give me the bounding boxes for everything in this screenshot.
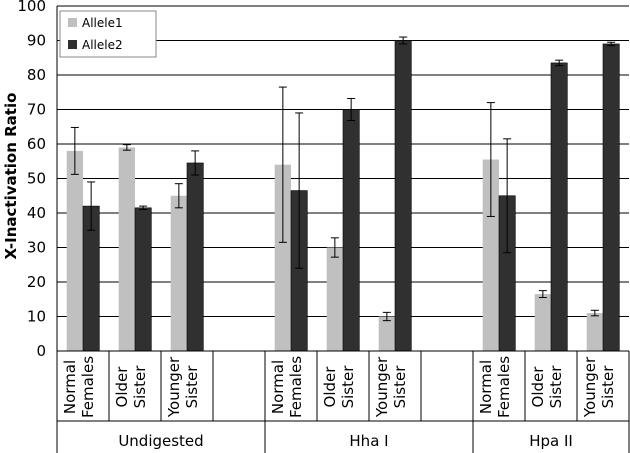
error-bars — [70, 36, 616, 322]
category-label: Normal — [477, 360, 495, 414]
y-tick-label: 10 — [27, 308, 46, 326]
y-tick-label: 0 — [36, 342, 46, 360]
category-label: Younger — [165, 356, 183, 418]
group-label: Hha I — [349, 432, 388, 450]
legend: Allele1 Allele2 — [59, 10, 157, 58]
category-label: Females — [495, 356, 513, 418]
bar-allele1-hha-i-younger-sister — [378, 316, 395, 351]
y-tick-label: 30 — [27, 239, 46, 257]
group-label: Hpa II — [529, 432, 573, 450]
category-label: Older — [321, 366, 339, 408]
bar-allele1-undigested-younger-sister — [170, 195, 187, 351]
category-label: Females — [79, 356, 97, 418]
y-tick-label: 100 — [17, 0, 46, 15]
category-label: Sister — [339, 365, 357, 409]
legend-swatch-allele2 — [68, 40, 77, 49]
bar-allele2-undigested-younger-sister — [186, 162, 204, 352]
bars — [66, 40, 620, 352]
group-label: Undigested — [118, 432, 203, 450]
y-axis-ticks: 0 10 20 30 40 50 60 70 80 90 100 — [17, 0, 46, 360]
category-label: Sister — [131, 365, 149, 409]
x-axis: Normal Females Older Sister Younger Sister Nor… — [56, 350, 630, 453]
category-label: Older — [529, 366, 547, 408]
bar-allele1-hpa-ii-normal-females — [482, 159, 499, 351]
y-tick-label: 50 — [27, 170, 46, 188]
bar-allele1-hpa-ii-younger-sister — [586, 313, 603, 351]
legend-swatch-allele1 — [68, 18, 77, 27]
category-label: Normal — [269, 360, 287, 414]
bar-allele2-hha-i-older-sister — [342, 109, 360, 352]
bar-allele1-hha-i-older-sister — [326, 247, 343, 351]
bar-allele1-hpa-ii-older-sister — [534, 294, 551, 351]
category-label: Older — [113, 366, 131, 408]
y-tick-label: 20 — [27, 273, 46, 291]
y-tick-label: 70 — [27, 101, 46, 119]
y-tick-label: 60 — [27, 135, 46, 153]
category-label: Normal — [61, 360, 79, 414]
category-label: Sister — [183, 365, 201, 409]
y-tick-label: 40 — [27, 204, 46, 222]
bar-allele2-hpa-ii-younger-sister — [602, 43, 620, 352]
category-label: Sister — [391, 365, 409, 409]
bar-allele1-hha-i-normal-females — [274, 164, 291, 351]
y-tick-label: 90 — [27, 32, 46, 50]
legend-label-allele1: Allele1 — [82, 16, 123, 30]
bar-allele1-undigested-older-sister — [118, 147, 135, 351]
y-axis-label: X-Inactivation Ratio — [2, 93, 20, 260]
category-label: Females — [287, 356, 305, 418]
y-tick-label: 80 — [27, 66, 46, 84]
category-label: Sister — [599, 365, 617, 409]
legend-box — [59, 10, 157, 58]
category-label: Younger — [581, 356, 599, 418]
bar-allele2-undigested-older-sister — [134, 207, 152, 352]
bar-allele1-undigested-normal-females — [66, 150, 83, 351]
legend-label-allele2: Allele2 — [82, 38, 123, 52]
bar-allele2-hha-i-younger-sister — [394, 40, 412, 352]
bar-allele2-hpa-ii-older-sister — [550, 62, 568, 352]
category-label: Younger — [373, 356, 391, 418]
category-label: Sister — [547, 365, 565, 409]
